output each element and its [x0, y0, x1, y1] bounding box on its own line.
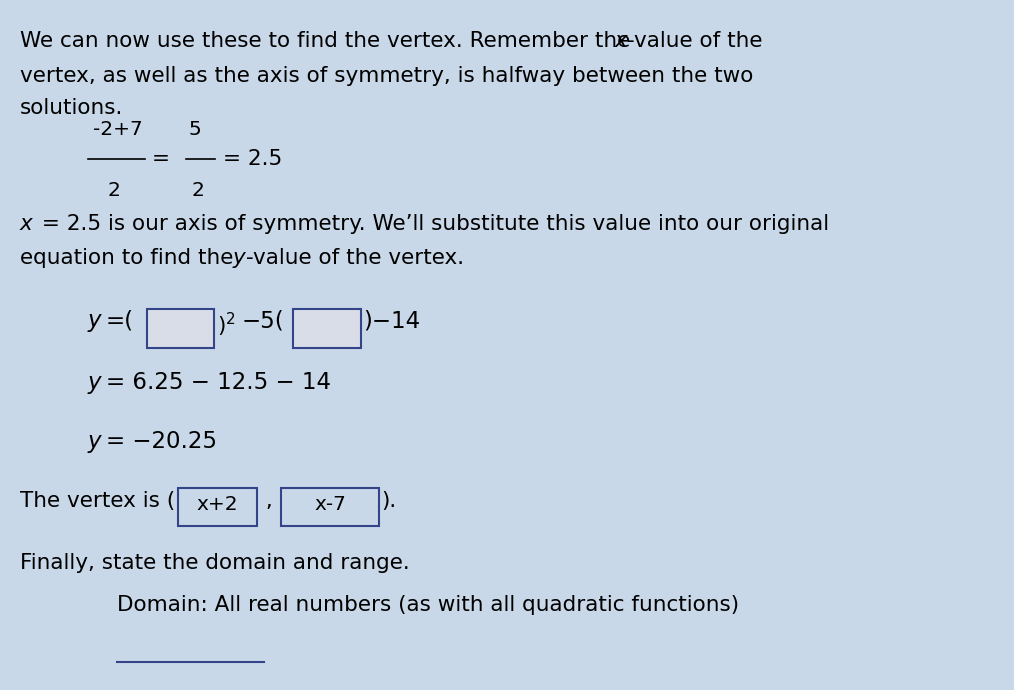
Text: )−14: )−14 — [364, 309, 421, 332]
Text: y: y — [88, 371, 101, 394]
Text: vertex, as well as the axis of symmetry, is halfway between the two: vertex, as well as the axis of symmetry,… — [19, 66, 753, 86]
Text: solutions.: solutions. — [19, 98, 123, 118]
Text: We can now use these to find the vertex. Remember the: We can now use these to find the vertex.… — [19, 31, 637, 51]
Text: = 2.5: = 2.5 — [223, 149, 282, 168]
Text: = 6.25 − 12.5 − 14: = 6.25 − 12.5 − 14 — [105, 371, 331, 394]
Text: y: y — [88, 430, 101, 453]
Text: x+2: x+2 — [197, 495, 238, 514]
FancyBboxPatch shape — [281, 488, 379, 526]
Text: = 2.5 is our axis of symmetry. We’ll substitute this value into our original: = 2.5 is our axis of symmetry. We’ll sub… — [35, 214, 829, 234]
FancyBboxPatch shape — [147, 309, 214, 348]
Text: Finally, state the domain and range.: Finally, state the domain and range. — [19, 553, 410, 573]
Text: =(: =( — [105, 309, 134, 332]
Text: = −20.25: = −20.25 — [105, 430, 217, 453]
Text: equation to find the: equation to find the — [19, 248, 239, 268]
Text: y: y — [88, 309, 101, 332]
Text: ,: , — [259, 491, 273, 511]
Text: x-7: x-7 — [314, 495, 346, 514]
Text: =: = — [151, 149, 169, 168]
Text: 2: 2 — [192, 181, 205, 200]
Text: The vertex is (: The vertex is ( — [19, 491, 182, 511]
Text: 5: 5 — [189, 120, 202, 139]
Text: x: x — [19, 214, 32, 234]
Text: 2: 2 — [107, 181, 121, 200]
Text: -value of the: -value of the — [627, 31, 763, 51]
Text: y: y — [232, 248, 245, 268]
Text: -2+7: -2+7 — [93, 120, 143, 139]
FancyBboxPatch shape — [177, 488, 258, 526]
Text: ).: ). — [381, 491, 396, 511]
Text: −5(: −5( — [241, 309, 284, 332]
Text: x: x — [614, 31, 628, 51]
Text: Domain: All real numbers (as with all quadratic functions): Domain: All real numbers (as with all qu… — [118, 595, 739, 615]
Text: )$^2$: )$^2$ — [217, 311, 235, 339]
FancyBboxPatch shape — [293, 309, 361, 348]
Text: -value of the vertex.: -value of the vertex. — [246, 248, 464, 268]
